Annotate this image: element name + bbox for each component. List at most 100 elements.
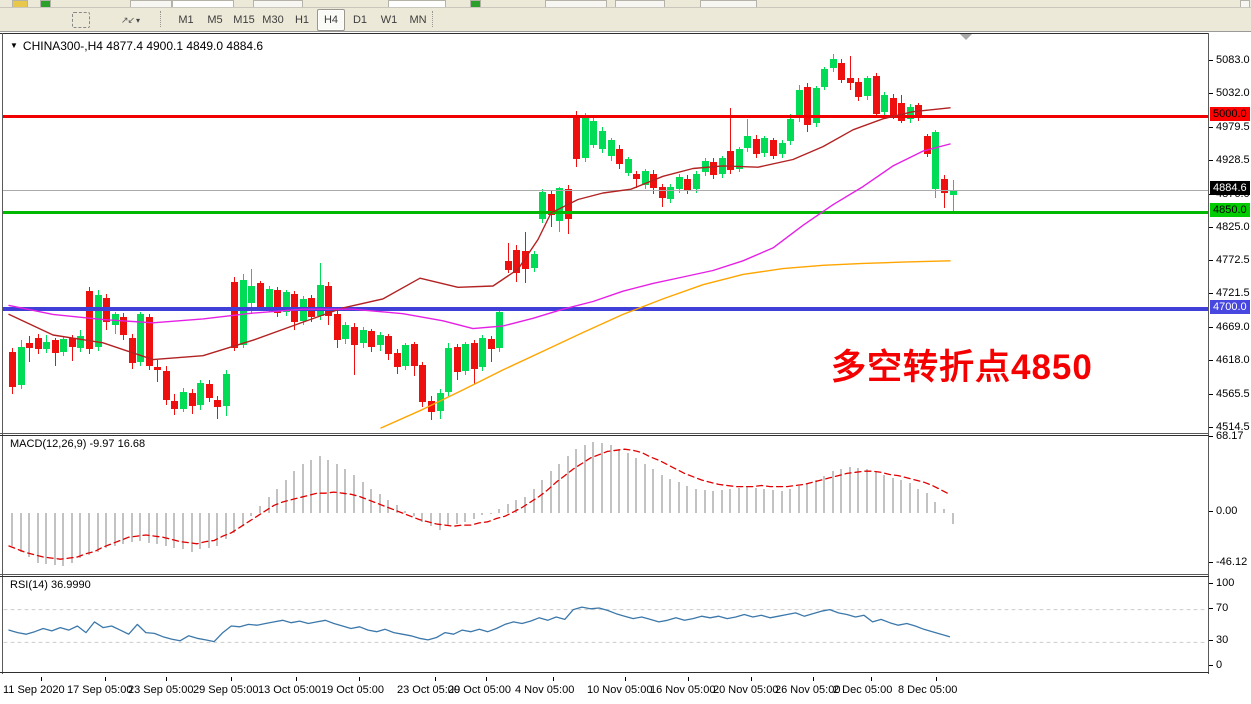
time-tick-mark — [296, 677, 297, 681]
toolbar-strip-field — [545, 0, 607, 7]
macd-histogram-bar — [823, 475, 826, 513]
text-box-tool-button[interactable] — [72, 12, 90, 28]
toolbar-separator — [432, 11, 436, 27]
bull-candle — [496, 312, 504, 348]
bear-candle — [752, 138, 760, 155]
toolbar-strip-icon — [470, 0, 481, 7]
chart-annotation-text[interactable]: 多空转折点4850 — [831, 348, 1093, 387]
price-tick-label: 4669.0 — [1216, 321, 1250, 334]
bull-candle — [530, 253, 538, 268]
horizontal-level-line-4700.0[interactable] — [3, 307, 1208, 312]
timeframe-button-mn[interactable]: MN — [409, 14, 427, 26]
panel-border — [0, 433, 1251, 434]
horizontal-level-line-5000.0[interactable] — [3, 114, 1208, 118]
time-tick-mark — [751, 677, 752, 681]
time-tick-label: 8 Dec 05:00 — [898, 684, 958, 696]
bull-candle — [248, 285, 256, 303]
price-tick-label-mark — [1209, 92, 1213, 94]
text-label-tool-button[interactable] — [20, 9, 42, 31]
time-tick-label: 29 Sep 05:00 — [193, 684, 259, 696]
macd-histogram-bar — [618, 449, 621, 513]
timeframe-button-m1[interactable]: M1 — [178, 14, 194, 26]
macd-histogram-bar — [395, 505, 398, 513]
macd-histogram-bar — [866, 469, 868, 513]
bear-candle — [616, 149, 624, 164]
timeframe-button-h1[interactable]: H1 — [294, 14, 310, 26]
bull-candle — [265, 288, 273, 307]
current-price-line[interactable] — [3, 190, 1208, 192]
bear-candle — [9, 351, 16, 387]
timeframe-button-h4[interactable]: H4 — [317, 9, 345, 31]
macd-histogram-bar — [848, 466, 851, 513]
bull-candle — [402, 345, 410, 366]
macd-histogram-bar — [814, 480, 817, 513]
bull-candle — [949, 190, 957, 195]
bull-candle — [376, 335, 384, 346]
macd-tick-label: -46.12 — [1216, 555, 1248, 568]
bear-candle — [633, 174, 641, 180]
toolbar-strip-button — [615, 0, 665, 7]
time-axis[interactable]: 11 Sep 2020 17 Sep 05:00 23 Sep 05:00 29 Se… — [0, 676, 1251, 704]
bull-candle — [342, 324, 350, 339]
macd-histogram-bar — [344, 469, 347, 513]
toolbar-strip-button — [130, 0, 172, 7]
bear-candle — [564, 189, 572, 219]
macd-histogram-bar — [472, 513, 475, 519]
candle-wick — [217, 395, 219, 419]
bull-candle — [787, 118, 795, 142]
macd-histogram-bar — [677, 482, 680, 513]
macd-histogram-bar — [147, 513, 150, 543]
arrow-objects-tool-button[interactable]: ↗↙ ▾ — [112, 9, 148, 31]
bull-candle — [718, 158, 726, 174]
clipped-toolbar-row — [0, 0, 1251, 8]
macd-histogram-bar — [130, 513, 133, 542]
macd-panel[interactable]: MACD(12,26,9) -9.97 16.68 — [3, 436, 1208, 574]
bear-candle — [51, 340, 59, 354]
macd-histogram-bar — [763, 488, 766, 513]
bull-candle — [607, 140, 615, 156]
macd-histogram-bar — [370, 488, 373, 513]
bear-candle — [804, 87, 812, 126]
bull-candle — [932, 132, 940, 190]
macd-histogram-bar — [335, 463, 338, 513]
rsi-tick-label: 0 — [1216, 659, 1223, 671]
bear-candle — [68, 337, 76, 347]
bear-candle — [351, 327, 358, 345]
macd-histogram-bar — [224, 513, 227, 540]
bull-candle — [761, 138, 769, 153]
rsi-indicator-label: RSI(14) 36.9990 — [10, 579, 91, 591]
rsi-panel[interactable]: RSI(14) 36.9990 — [3, 577, 1208, 672]
macd-histogram-bar — [489, 513, 492, 514]
macd-histogram-bar — [840, 469, 843, 513]
price-badge-5000.0: 5000.0 — [1210, 106, 1250, 121]
current-price-badge: 4884.6 — [1210, 181, 1250, 196]
bull-candle — [829, 58, 837, 68]
price-axis[interactable]: 5083.05032.04979.54928.54876.04825.04772… — [1209, 33, 1251, 674]
macd-histogram-bar — [421, 513, 424, 522]
macd-histogram-bar — [70, 513, 73, 563]
price-tick-label-mark — [1209, 260, 1213, 262]
macd-histogram-bar — [190, 513, 193, 552]
macd-histogram-bar — [207, 513, 210, 549]
macd-histogram-bar — [712, 491, 715, 513]
horizontal-level-line-4850.0[interactable] — [3, 211, 1208, 215]
macd-histogram-bar — [412, 513, 415, 517]
price-tick-label: 4979.5 — [1216, 120, 1250, 133]
macd-histogram-bar — [327, 460, 330, 513]
bull-candle — [693, 173, 700, 190]
candlestick-panel[interactable]: ▼ CHINA300-,H4 4877.4 4900.1 4849.0 4884.… — [3, 34, 1208, 433]
timeframe-button-w1[interactable]: W1 — [380, 14, 398, 26]
bear-candle — [419, 364, 427, 403]
timeframe-button-m5[interactable]: M5 — [207, 14, 223, 26]
panel-border — [0, 576, 1251, 577]
bear-candle — [522, 251, 529, 270]
timeframe-button-d1[interactable]: D1 — [352, 14, 368, 26]
price-axis-separator[interactable] — [1208, 33, 1209, 674]
time-tick-mark — [936, 677, 937, 681]
time-tick-mark — [625, 677, 626, 681]
timeframe-button-m30[interactable]: M30 — [262, 14, 284, 26]
bull-candle — [180, 391, 187, 409]
bull-candle — [744, 136, 752, 148]
chart-shift-marker-icon — [960, 34, 972, 40]
timeframe-button-m15[interactable]: M15 — [233, 14, 255, 26]
